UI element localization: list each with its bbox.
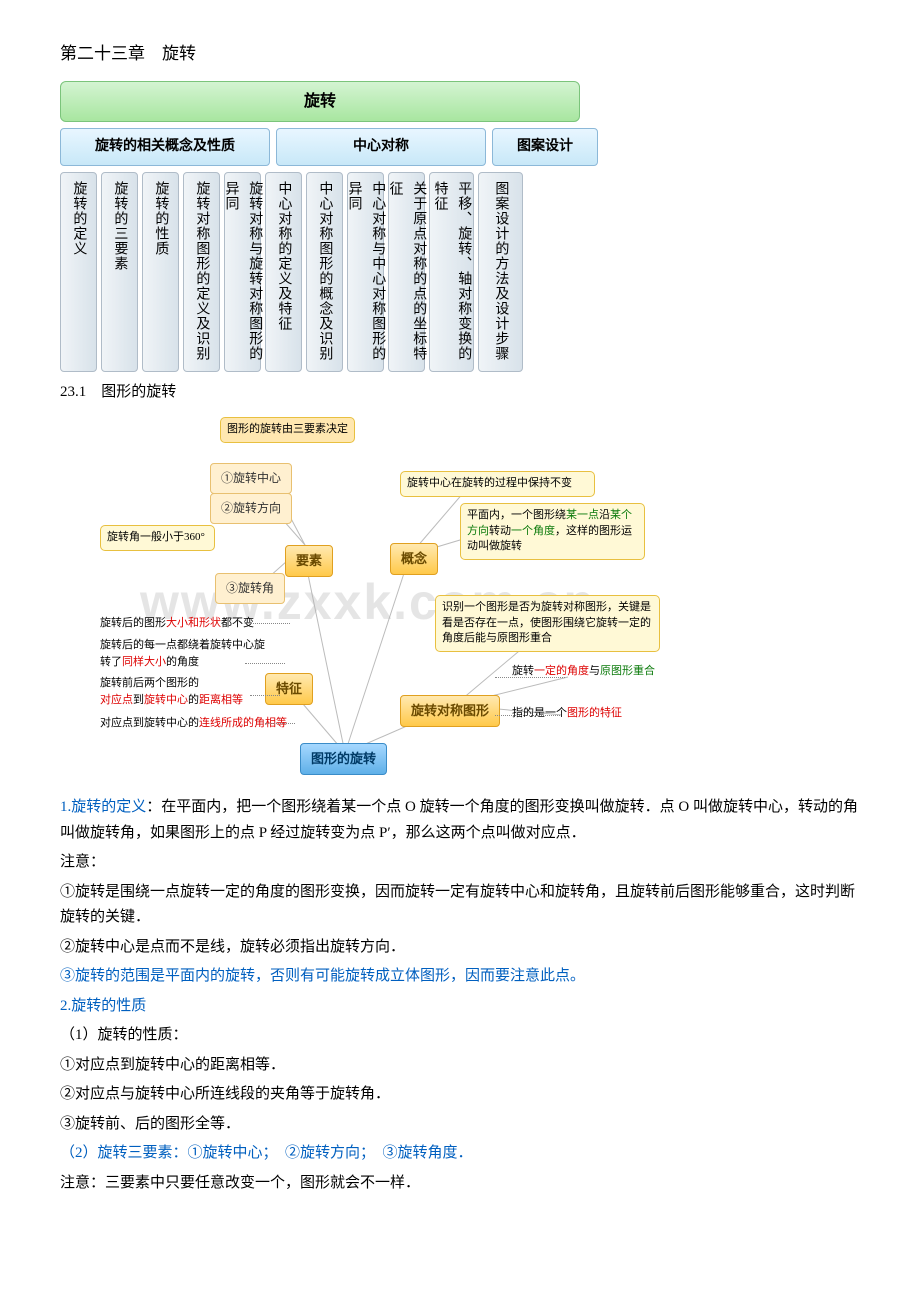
node-yaosu-1: ①旋转中心 <box>210 463 292 493</box>
diag1-leaf: 旋转对称图形的定义及识别 <box>183 172 220 372</box>
p5: ③旋转的范围是平面内的旋转，否则有可能旋转成立体图形，因而要注意此点。 <box>60 964 860 990</box>
diag1-leaf: 平移、旋转、轴对称变换的特征 <box>429 172 474 372</box>
callout-xzdc: 识别一个图形是否为旋转对称图形，关键是看是否存在一点，使图形围绕它旋转一定的角度… <box>435 595 660 651</box>
callout-gainian-2: 平面内，一个图形绕某一点沿某个方向转动一个角度，这样的图形运动叫做旋转 <box>460 503 645 559</box>
tz-4: 对应点到旋转中心的连线所成的角相等 <box>100 715 287 732</box>
diag1-leaf: 旋转的性质 <box>142 172 179 372</box>
diag1-mid-3: 图案设计 <box>492 128 598 166</box>
chapter-title: 第二十三章 旋转 <box>60 40 860 69</box>
diag1-leaf: 旋转的定义 <box>60 172 97 372</box>
p6: 2.旋转的性质 <box>60 994 860 1020</box>
section-title: 23.1 图形的旋转 <box>60 380 860 406</box>
p2: 注意： <box>60 850 860 876</box>
diag1-leaf: 关于原点对称的点的坐标特征 <box>388 172 425 372</box>
diag1-mid-row: 旋转的相关概念及性质 中心对称 图案设计 <box>60 128 580 166</box>
diag1-bot-row: 旋转的定义 旋转的三要素 旋转的性质 旋转对称图形的定义及识别 旋转对称与旋转对… <box>60 172 580 372</box>
diag1-mid-2: 中心对称 <box>276 128 486 166</box>
node-yaosu: 要素 <box>285 545 333 577</box>
p3: ①旋转是围绕一点旋转一定的角度的图形变换，因而旋转一定有旋转中心和旋转角，且旋转… <box>60 880 860 931</box>
xzdc-right-2: 指的是一个图形的特征 <box>512 705 622 722</box>
node-yaosu-2: ②旋转方向 <box>210 493 292 523</box>
tz-3: 旋转前后两个图形的对应点到旋转中心的距离相等 <box>100 675 270 708</box>
tz-1: 旋转后的图形大小和形状都不变 <box>100 615 254 632</box>
callout-yaosu-title: 图形的旋转由三要素决定 <box>220 417 355 442</box>
node-tezheng: 特征 <box>265 673 313 705</box>
node-gainian: 概念 <box>390 543 438 575</box>
p10: ③旋转前、后的图形全等． <box>60 1112 860 1138</box>
node-root: 图形的旋转 <box>300 743 387 775</box>
hierarchy-diagram: 旋转 旋转的相关概念及性质 中心对称 图案设计 旋转的定义 旋转的三要素 旋转的… <box>60 81 580 372</box>
p12: 注意：三要素中只要任意改变一个，图形就会不一样． <box>60 1171 860 1197</box>
diag1-leaf: 中心对称与中心对称图形的异同 <box>347 172 384 372</box>
p4: ②旋转中心是点而不是线，旋转必须指出旋转方向． <box>60 935 860 961</box>
diag1-leaf: 中心对称的定义及特征 <box>265 172 302 372</box>
node-yaosu-3: ③旋转角 <box>215 573 285 603</box>
p8: ①对应点到旋转中心的距离相等． <box>60 1053 860 1079</box>
diag1-leaf: 旋转的三要素 <box>101 172 138 372</box>
p11: （2）旋转三要素：①旋转中心； ②旋转方向； ③旋转角度． <box>60 1141 860 1167</box>
node-xzdc: 旋转对称图形 <box>400 695 500 727</box>
diag1-mid-1: 旋转的相关概念及性质 <box>60 128 270 166</box>
p9: ②对应点与旋转中心所连线段的夹角等于旋转角． <box>60 1082 860 1108</box>
p1: 1.旋转的定义：1.旋转的定义：在平面内，把一个图形绕着某一个点 O 旋转一个角… <box>60 795 860 846</box>
diag1-leaf: 旋转对称与旋转对称图形的异同 <box>224 172 261 372</box>
p7: （1）旋转的性质： <box>60 1023 860 1049</box>
callout-angle: 旋转角一般小于360° <box>100 525 215 550</box>
diag1-leaf: 中心对称图形的概念及识别 <box>306 172 343 372</box>
tz-2: 旋转后的每一点都绕着旋转中心旋转了同样大小的角度 <box>100 637 270 670</box>
diag1-top: 旋转 <box>60 81 580 122</box>
mindmap-diagram: www.zxxk.com.cn 图形的旋转由三要素决定 ①旋转中心 ②旋转方向 … <box>100 415 700 785</box>
diag1-leaf: 图案设计的方法及设计步骤 <box>478 172 523 372</box>
callout-gainian-1: 旋转中心在旋转的过程中保持不变 <box>400 471 595 496</box>
